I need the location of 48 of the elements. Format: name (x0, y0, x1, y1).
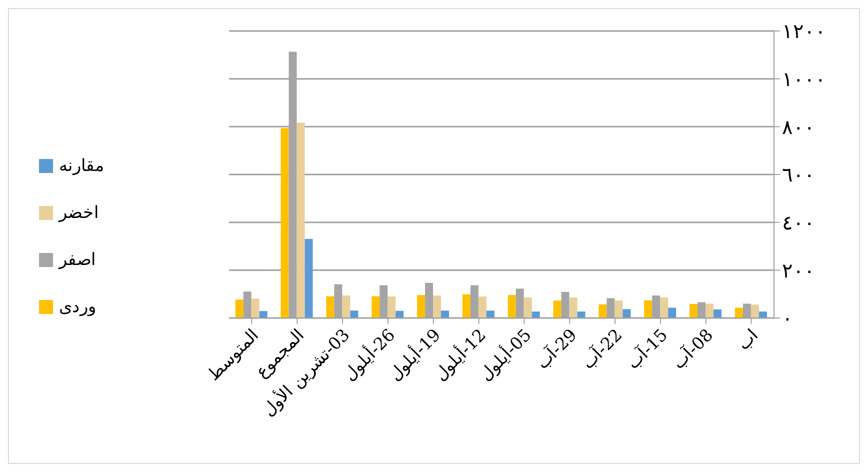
bar (396, 310, 404, 318)
bar (706, 304, 714, 318)
legend-label: وردى (59, 296, 96, 317)
bar (750, 304, 759, 318)
bar (417, 295, 426, 318)
bar (478, 296, 486, 318)
bar (462, 294, 470, 318)
bar (259, 311, 268, 318)
bar (734, 308, 743, 318)
x-tick-label: اب (734, 325, 763, 354)
bar (690, 304, 698, 318)
bar (598, 304, 607, 318)
bar (644, 300, 652, 318)
bar (668, 308, 676, 318)
y-tick-label: ٨٠٠ (782, 114, 815, 139)
bar (622, 309, 631, 318)
bar (235, 300, 244, 318)
bar (614, 300, 623, 318)
bar (350, 310, 358, 318)
bar (569, 297, 578, 318)
bar (304, 238, 313, 318)
y-tick-label: ٤٠٠ (782, 210, 815, 234)
bar (524, 297, 532, 318)
bar (388, 296, 396, 318)
bar (577, 312, 586, 318)
bar (486, 310, 494, 318)
bar (251, 298, 260, 318)
y-tick-label: ١٢٠٠ (782, 19, 826, 44)
bar (441, 310, 450, 318)
bar (280, 128, 289, 318)
y-tick-label: ٠ (782, 306, 793, 330)
bar (372, 296, 380, 318)
bar (758, 312, 767, 318)
bar (433, 296, 442, 318)
legend-label: اصفر (59, 249, 96, 270)
bar (660, 297, 668, 318)
legend-label: مقارنه (59, 155, 104, 176)
bar (508, 295, 516, 318)
bar (342, 296, 350, 318)
y-tick-label: ٢٠٠ (782, 258, 815, 282)
bar (296, 122, 305, 318)
y-tick-label: ١٠٠٠ (782, 66, 826, 91)
y-tick-label: ٦٠٠ (782, 162, 815, 187)
legend-label: اخضر (59, 202, 99, 223)
bar (532, 312, 540, 318)
bar (553, 300, 562, 318)
bar (326, 296, 334, 318)
bar (714, 309, 722, 318)
